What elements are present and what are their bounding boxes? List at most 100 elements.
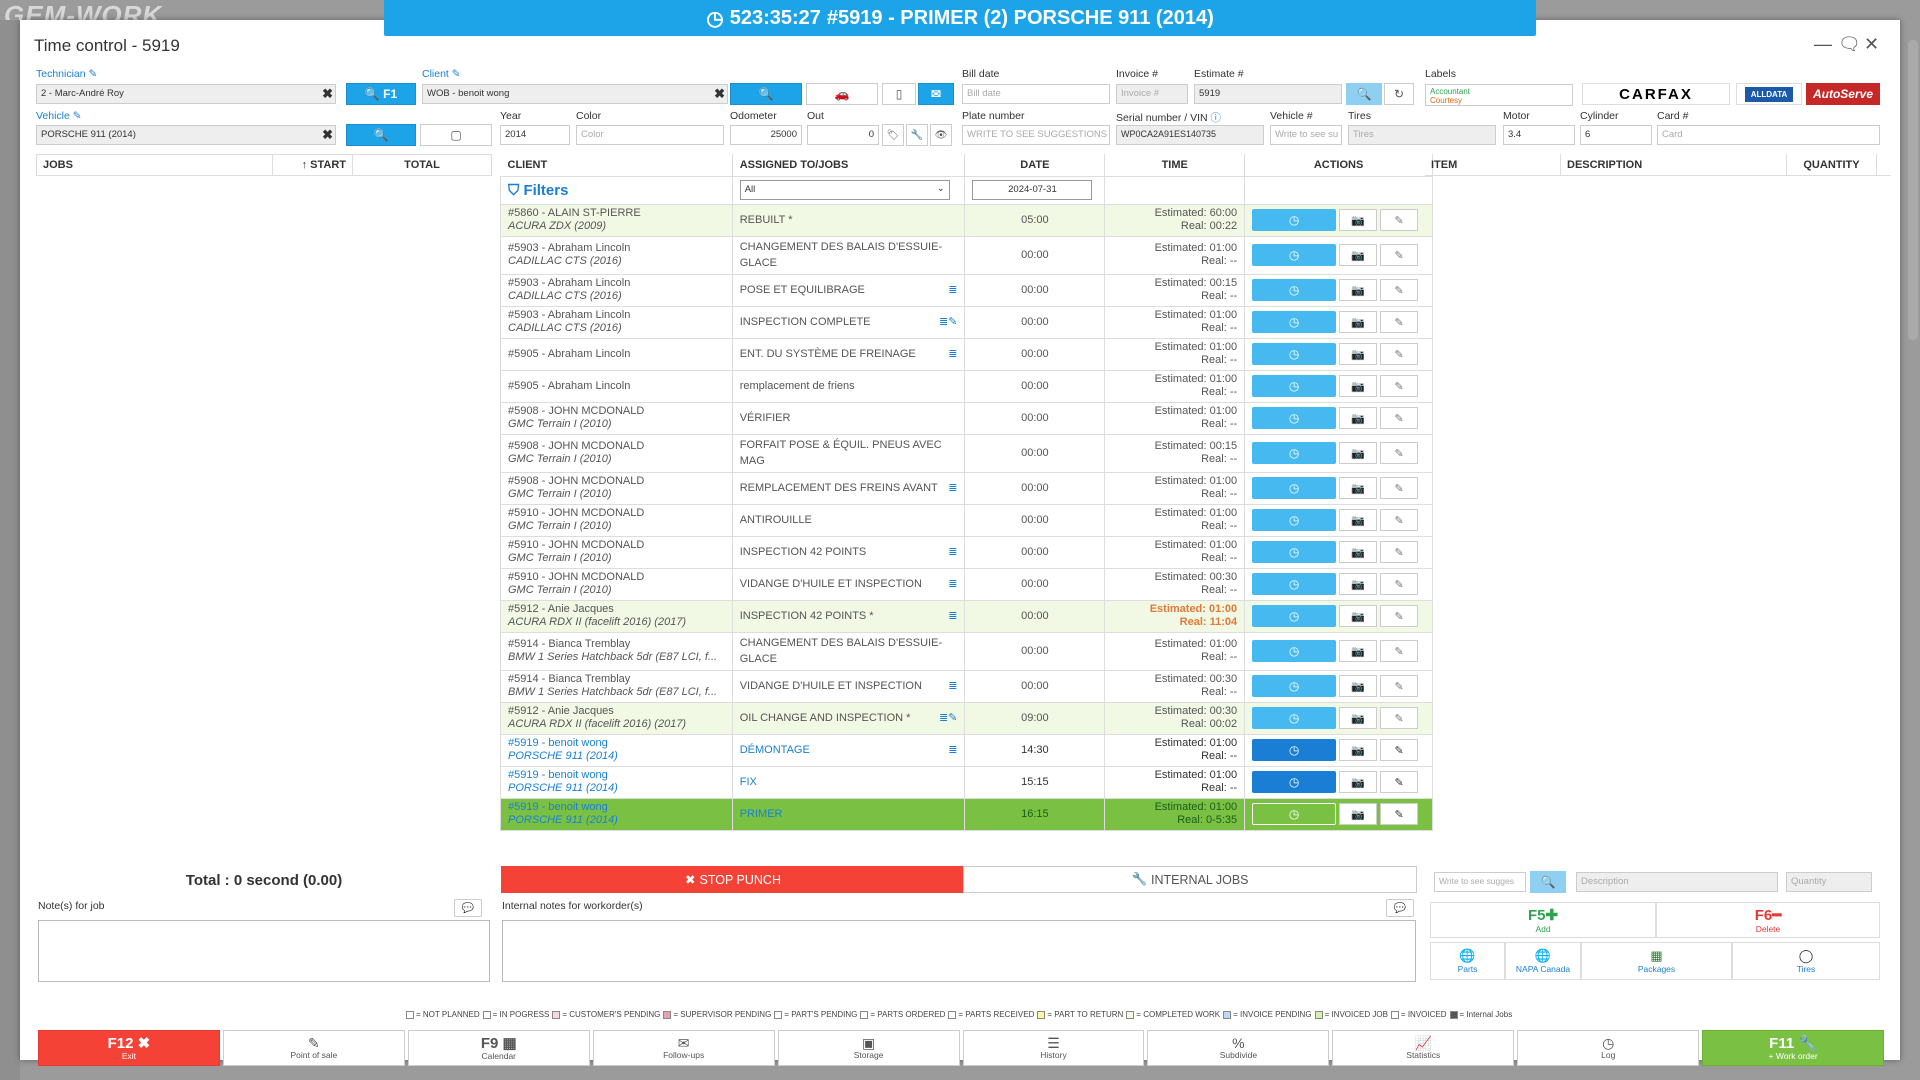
punch-clock-button[interactable]: ◷ [1252,407,1337,429]
labels-field[interactable]: Accountant Courtesy [1425,84,1573,106]
job-cell[interactable]: CHANGEMENT DES BALAIS D'ESSUIE-GLACE [731,631,966,671]
job-cell[interactable]: FIX [731,765,966,799]
vehicle-field[interactable]: PORSCHE 911 (2014) ✖ [36,125,336,145]
job-cell[interactable]: ANTIROUILLE [731,503,966,537]
col-time[interactable]: TIME [1104,154,1246,177]
client-search-button[interactable]: 🔍 [730,83,802,105]
edit-button[interactable]: ✎ [1380,509,1419,531]
serial-field[interactable]: WP0CA2A91ES140735 [1116,125,1264,145]
out-field[interactable]: 0 [807,125,879,145]
camera-button[interactable]: 📷 [1339,771,1378,793]
client-cell[interactable]: #5860 - ALAIN ST-PIERRE ACURA ZDX (2009) [500,203,733,237]
punch-clock-button[interactable]: ◷ [1252,244,1337,266]
punch-clock-button[interactable]: ◷ [1252,803,1337,825]
table-row[interactable]: #5903 - Abraham Lincoln CADILLAC CTS (20… [500,305,1433,339]
edit-button[interactable]: ✎ [1380,442,1419,464]
table-row[interactable]: #5910 - JOHN MCDONALD GMC Terrain I (201… [500,535,1433,569]
job-cell[interactable]: ≣ DÉMONTAGE [731,733,966,767]
cylinder-field[interactable]: 6 [1580,125,1652,145]
job-cell[interactable]: ≣✎ OIL CHANGE AND INSPECTION * [731,701,966,735]
punch-clock-button[interactable]: ◷ [1252,739,1337,761]
edit-button[interactable]: ✎ [1380,605,1419,627]
quantity-field[interactable]: Quantity [1786,872,1872,892]
refresh-button[interactable]: ↻ [1384,83,1414,105]
client-cell[interactable]: #5903 - Abraham Lincoln CADILLAC CTS (20… [500,273,733,307]
client-cell[interactable]: #5905 - Abraham Lincoln [500,369,733,403]
client-cell[interactable]: #5919 - benoit wong PORSCHE 911 (2014) [500,733,733,767]
edit-button[interactable]: ✎ [1380,311,1419,333]
punch-clock-button[interactable]: ◷ [1252,573,1337,595]
internal-jobs-button[interactable]: 🔧 INTERNAL JOBS [963,866,1417,893]
col-assigned[interactable]: ASSIGNED TO/JOBS [732,154,966,177]
tag-button[interactable]: 🏷 [882,124,904,146]
client-cell[interactable]: #5914 - Bianca Tremblay BMW 1 Series Hat… [500,631,733,671]
card-field[interactable]: Card [1657,125,1880,145]
phone-button[interactable]: ▯ [882,83,916,105]
punch-clock-button[interactable]: ◷ [1252,640,1337,662]
job-cell[interactable]: ≣ REMPLACEMENT DES FREINS AVANT [731,471,966,505]
punch-clock-button[interactable]: ◷ [1252,771,1337,793]
footer-button-log[interactable]: ◷ Log [1517,1030,1700,1066]
tires-field[interactable]: Tires [1348,125,1496,145]
chat-icon[interactable]: 🗨 [1838,34,1861,54]
punch-clock-button[interactable]: ◷ [1252,707,1337,729]
invoice-field[interactable]: Invoice # [1116,84,1188,104]
client-cell[interactable]: #5903 - Abraham Lincoln CADILLAC CTS (20… [500,235,733,275]
edit-button[interactable]: ✎ [1380,707,1419,729]
alldata-button[interactable]: ALLDATA [1736,83,1802,105]
camera-button[interactable]: 📷 [1339,573,1378,595]
job-cell[interactable]: ≣ INSPECTION 42 POINTS * [731,599,966,633]
filters-toggle[interactable]: ⛉ Filters [500,175,733,205]
col-jobs[interactable]: JOBS [37,155,273,175]
table-row[interactable]: #5919 - benoit wong PORSCHE 911 (2014) ≣… [500,733,1433,767]
delete-item-button[interactable]: F6━ Delete [1656,902,1880,938]
footer-button--work-order[interactable]: F11 🔧 + Work order [1702,1030,1885,1066]
napa-button[interactable]: 🌐 NAPA Canada [1505,942,1581,980]
vehicle-number-field[interactable]: Write to see su [1270,125,1342,145]
col-client[interactable]: CLIENT [500,154,733,177]
col-total[interactable]: TOTAL [404,159,440,171]
punch-clock-button[interactable]: ◷ [1252,343,1337,365]
col-date[interactable]: DATE [964,154,1106,177]
table-row[interactable]: #5908 - JOHN MCDONALD GMC Terrain I (201… [500,401,1433,435]
job-cell[interactable]: FORFAIT POSE & ÉQUIL. PNEUS AVEC MAG [731,433,966,473]
footer-button-history[interactable]: ☰ History [962,1030,1145,1066]
stop-punch-button[interactable]: ✖ STOP PUNCH [501,866,965,893]
punch-clock-button[interactable]: ◷ [1252,311,1337,333]
client-cell[interactable]: #5919 - benoit wong PORSCHE 911 (2014) [500,765,733,799]
table-row[interactable]: #5912 - Anie Jacques ACURA RDX II (facel… [500,599,1433,633]
col-actions[interactable]: ACTIONS [1244,154,1433,177]
camera-button[interactable]: 📷 [1339,311,1378,333]
job-cell[interactable]: ≣ INSPECTION 42 POINTS [731,535,966,569]
col-item[interactable]: ITEM [1425,154,1561,175]
parts-button[interactable]: 🌐 Parts [1430,942,1505,980]
camera-button[interactable]: 📷 [1339,707,1378,729]
minimize-icon[interactable]: — [1814,34,1832,54]
part-search-button[interactable]: 🔍 [1530,871,1566,893]
technician-search-button[interactable]: 🔍 F1 [346,83,416,105]
notes-job-field[interactable] [38,920,490,982]
tires-button[interactable]: ◯ Tires [1732,942,1880,980]
job-cell[interactable]: ≣ POSE ET EQUILIBRAGE [731,273,966,307]
table-row[interactable]: #5908 - JOHN MCDONALD GMC Terrain I (201… [500,471,1433,505]
motor-field[interactable]: 3.4 [1503,125,1575,145]
edit-button[interactable]: ✎ [1380,573,1419,595]
email-button[interactable]: ✉ [918,83,954,105]
edit-button[interactable]: ✎ [1380,541,1419,563]
description-field[interactable]: Description [1576,872,1778,892]
table-row[interactable]: #5905 - Abraham Lincoln remplacement de … [500,369,1433,403]
wrench-button[interactable]: 🔧 [906,124,928,146]
edit-button[interactable]: ✎ [1380,407,1419,429]
col-start[interactable]: ↑ START [273,155,353,175]
odometer-field[interactable]: 25000 [730,125,802,145]
vehicle-label[interactable]: Vehicle ✎ [36,110,82,122]
autoserve-button[interactable]: AutoServe [1806,83,1880,105]
punch-clock-button[interactable]: ◷ [1252,375,1337,397]
estimate-field[interactable]: 5919 [1194,84,1342,104]
notes-internal-field[interactable] [502,920,1416,982]
job-cell[interactable]: ≣ VIDANGE D'HUILE ET INSPECTION [731,669,966,703]
job-cell[interactable]: ≣ VIDANGE D'HUILE ET INSPECTION [731,567,966,601]
vehicle-search-button[interactable]: 🔍 [346,124,416,146]
close-icon[interactable]: ✕ [1864,34,1880,54]
year-field[interactable]: 2014 [500,125,570,145]
